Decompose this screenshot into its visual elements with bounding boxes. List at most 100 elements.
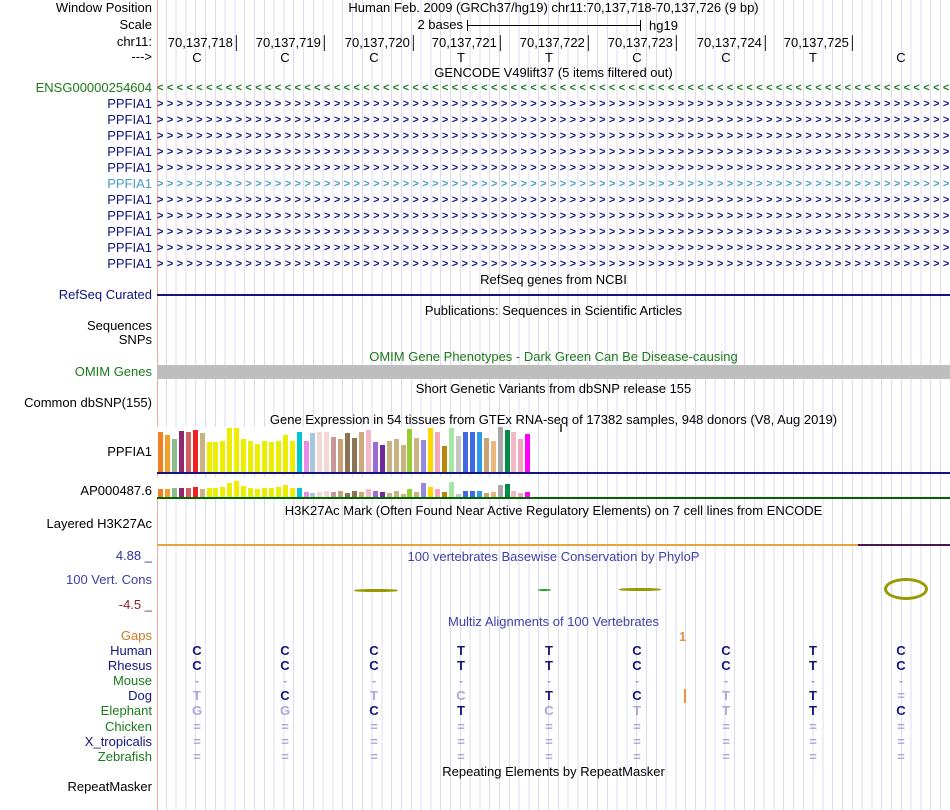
gene-row-arrows-right[interactable]: >>>>>>>>>>>>>>>>>>>>>>>>>>>>>>>>>>>>>>>>…: [157, 130, 949, 142]
gene-row-label-ppfia1[interactable]: PPFIA1: [107, 176, 152, 191]
reference-base[interactable]: C: [280, 50, 290, 65]
multiz-base-cell: -: [194, 673, 200, 688]
track-label-common-dbsnp[interactable]: Common dbSNP(155): [24, 395, 152, 410]
gtex-ppfia1-panel[interactable]: [157, 427, 532, 472]
multiz-row-label-gaps[interactable]: Gaps: [120, 628, 152, 643]
ruler-coordinate[interactable]: 70,137,718│: [167, 35, 241, 50]
multiz-base-cell: T: [809, 643, 817, 658]
multiz-base-cell: =: [722, 734, 730, 749]
multiz-base-cell: C: [369, 643, 379, 658]
reference-base[interactable]: T: [457, 50, 465, 65]
gene-row-label-ppfia1[interactable]: PPFIA1: [107, 240, 152, 255]
multiz-base-cell: T: [722, 703, 730, 718]
gene-row-label-ppfia1[interactable]: PPFIA1: [107, 192, 152, 207]
gtex-ap000487-bar: [310, 493, 316, 497]
track-label-gtex-ppfia1[interactable]: PPFIA1: [107, 444, 152, 459]
track-label-gtex-ap000487[interactable]: AP000487.6: [80, 483, 152, 498]
multiz-base-cell: =: [457, 734, 465, 749]
gene-row-arrows-right[interactable]: >>>>>>>>>>>>>>>>>>>>>>>>>>>>>>>>>>>>>>>>…: [157, 258, 949, 270]
gene-row-arrows-right[interactable]: >>>>>>>>>>>>>>>>>>>>>>>>>>>>>>>>>>>>>>>>…: [157, 178, 949, 190]
multiz-row-label-zebrafish[interactable]: Zebrafish: [97, 749, 152, 764]
gtex-ap000487-bar: [317, 492, 323, 497]
ruler-coordinate[interactable]: 70,137,720│: [344, 35, 418, 50]
multiz-base-cell: =: [370, 719, 378, 734]
gtex-ppfia1-bar: [462, 432, 468, 472]
ruler-coordinate[interactable]: 70,137,725│: [783, 35, 857, 50]
gene-row-arrows-left[interactable]: <<<<<<<<<<<<<<<<<<<<<<<<<<<<<<<<<<<<<<<<…: [157, 82, 949, 94]
track-label-100-vert-cons[interactable]: 100 Vert. Cons: [66, 572, 152, 587]
h3k27ac-signal-line-orange[interactable]: [157, 544, 858, 546]
gene-row-arrows-right[interactable]: >>>>>>>>>>>>>>>>>>>>>>>>>>>>>>>>>>>>>>>>…: [157, 114, 949, 126]
gtex-ap000487-bar: [282, 485, 288, 497]
multiz-base-cell: =: [281, 734, 289, 749]
gtex-ppfia1-bar: [435, 432, 441, 472]
gene-row-arrows-right[interactable]: >>>>>>>>>>>>>>>>>>>>>>>>>>>>>>>>>>>>>>>>…: [157, 162, 949, 174]
reference-base[interactable]: C: [721, 50, 731, 65]
track-label-sequences[interactable]: Sequences: [86, 318, 152, 333]
gene-row-label-ppfia1[interactable]: PPFIA1: [107, 224, 152, 239]
h3k27ac-signal-line-purple[interactable]: [858, 544, 950, 546]
reference-base[interactable]: T: [809, 50, 817, 65]
ruler-coordinate[interactable]: 70,137,721│: [431, 35, 505, 50]
reference-base[interactable]: C: [632, 50, 642, 65]
reference-base[interactable]: T: [545, 50, 553, 65]
gtex-ppfia1-bar: [282, 435, 288, 472]
refseq-curated-line[interactable]: [157, 294, 950, 296]
reference-base[interactable]: C: [896, 50, 906, 65]
gtex-ppfia1-bar: [178, 431, 184, 472]
gtex-ap000487-bar: [303, 492, 309, 497]
gtex-ap000487-bar: [379, 492, 385, 497]
multiz-row-label-chicken[interactable]: Chicken: [105, 719, 152, 734]
multiz-row-label-x_tropicalis[interactable]: X_tropicalis: [84, 734, 152, 749]
ruler-coordinate[interactable]: 70,137,723│: [607, 35, 681, 50]
multiz-base-cell: G: [279, 703, 291, 718]
gtex-ppfia1-bar: [365, 430, 371, 472]
gtex-ppfia1-bar: [483, 438, 489, 472]
gene-row-label-ppfia1[interactable]: PPFIA1: [107, 128, 152, 143]
gene-row-arrows-right[interactable]: >>>>>>>>>>>>>>>>>>>>>>>>>>>>>>>>>>>>>>>>…: [157, 210, 949, 222]
ruler-coordinate[interactable]: 70,137,719│: [255, 35, 329, 50]
repeatmasker-track-title: Repeating Elements by RepeatMasker: [442, 764, 665, 779]
gene-row-arrows-right[interactable]: >>>>>>>>>>>>>>>>>>>>>>>>>>>>>>>>>>>>>>>>…: [157, 98, 949, 110]
gtex-ppfia1-baseline: [157, 472, 950, 474]
gene-row-label-ensg00000254604[interactable]: ENSG00000254604: [35, 80, 152, 95]
gtex-ap000487-bar: [414, 492, 420, 497]
track-label-layered-h3k27ac[interactable]: Layered H3K27Ac: [46, 516, 152, 531]
gene-row-label-ppfia1[interactable]: PPFIA1: [107, 144, 152, 159]
multiz-base-cell: -: [898, 673, 904, 688]
gene-row-label-ppfia1[interactable]: PPFIA1: [107, 96, 152, 111]
gene-row-label-ppfia1[interactable]: PPFIA1: [107, 160, 152, 175]
gtex-ap000487-bar: [261, 488, 267, 497]
gene-row-arrows-right[interactable]: >>>>>>>>>>>>>>>>>>>>>>>>>>>>>>>>>>>>>>>>…: [157, 242, 949, 254]
multiz-row-label-dog[interactable]: Dog: [128, 688, 152, 703]
omim-genes-bar[interactable]: [157, 365, 950, 379]
gtex-ppfia1-bar: [449, 428, 455, 472]
multiz-row-label-rhesus[interactable]: Rhesus: [107, 658, 152, 673]
gene-row-label-ppfia1[interactable]: PPFIA1: [107, 112, 152, 127]
track-label-repeatmasker[interactable]: RepeatMasker: [67, 779, 152, 794]
gene-row-label-ppfia1[interactable]: PPFIA1: [107, 208, 152, 223]
multiz-row-label-elephant[interactable]: Elephant: [100, 703, 152, 718]
ruler-coordinate[interactable]: 70,137,724│: [696, 35, 770, 50]
gene-row-arrows-right[interactable]: >>>>>>>>>>>>>>>>>>>>>>>>>>>>>>>>>>>>>>>>…: [157, 194, 949, 206]
gene-row-arrows-right[interactable]: >>>>>>>>>>>>>>>>>>>>>>>>>>>>>>>>>>>>>>>>…: [157, 146, 949, 158]
reference-base[interactable]: C: [192, 50, 202, 65]
gene-row-arrows-right[interactable]: >>>>>>>>>>>>>>>>>>>>>>>>>>>>>>>>>>>>>>>>…: [157, 226, 949, 238]
phylop-dash-mark: [538, 589, 551, 591]
track-label-refseq-curated[interactable]: RefSeq Curated: [58, 287, 152, 302]
multiz-row-label-mouse[interactable]: Mouse: [112, 673, 152, 688]
track-label-omim-genes[interactable]: OMIM Genes: [74, 364, 152, 379]
reference-base[interactable]: C: [369, 50, 379, 65]
scale-bar-line: [467, 25, 640, 26]
chromosome-label: chr11:: [116, 34, 152, 49]
gtex-ap000487-bar: [386, 493, 392, 497]
gtex-ppfia1-bar: [213, 442, 219, 472]
track-label-snps[interactable]: SNPs: [118, 332, 152, 347]
multiz-base-cell: -: [810, 673, 816, 688]
gtex-ap000487-bar: [476, 491, 482, 497]
ruler-coordinate[interactable]: 70,137,722│: [519, 35, 593, 50]
refseq-track-title: RefSeq genes from NCBI: [480, 272, 627, 287]
gene-row-label-ppfia1[interactable]: PPFIA1: [107, 256, 152, 271]
multiz-row-label-human[interactable]: Human: [110, 643, 152, 658]
multiz-base-cell: -: [371, 673, 377, 688]
